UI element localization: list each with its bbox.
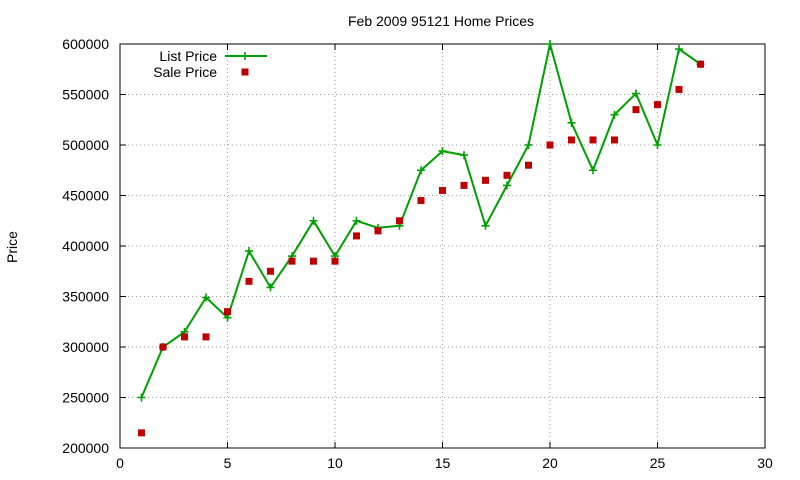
x-tick-label: 5 xyxy=(224,455,232,471)
list-price-point xyxy=(567,118,576,127)
list-price-point xyxy=(481,221,490,230)
x-tick-label: 10 xyxy=(327,455,343,471)
y-tick-label: 550000 xyxy=(62,87,109,103)
x-tick-label: 25 xyxy=(650,455,666,471)
list-price-point xyxy=(417,166,425,175)
series-line-list-price xyxy=(140,43,702,398)
sale-price-point xyxy=(310,257,317,265)
list-price-point xyxy=(266,283,275,292)
y-tick-label: 450000 xyxy=(62,188,109,204)
sale-price-point xyxy=(224,308,231,316)
sale-price-point xyxy=(568,136,575,144)
sale-price-point xyxy=(439,186,446,194)
sale-price-point xyxy=(374,227,382,235)
sale-price-point xyxy=(460,181,468,189)
sale-price-point xyxy=(202,333,210,341)
x-tick-label: 15 xyxy=(435,455,451,471)
y-tick-label: 250000 xyxy=(62,390,109,406)
sale-price-point xyxy=(288,257,296,265)
x-tick-label: 30 xyxy=(757,455,773,471)
legend-label-sale-price: Sale Price xyxy=(153,64,217,80)
sale-price-point xyxy=(245,277,253,285)
legend-marker-sale-price xyxy=(241,68,249,76)
y-tick-label: 350000 xyxy=(62,289,109,305)
y-tick-label: 500000 xyxy=(62,137,109,153)
y-tick-label: 200000 xyxy=(62,440,109,456)
legend-marker-list-price xyxy=(241,52,249,60)
sale-price-point xyxy=(525,161,532,169)
y-axis-label: Price xyxy=(4,231,20,263)
list-price-point xyxy=(245,247,253,256)
chart-title: Feb 2009 95121 Home Prices xyxy=(348,13,534,29)
list-price-point xyxy=(352,216,361,225)
sale-price-point xyxy=(697,60,704,68)
list-price-point xyxy=(524,141,533,149)
list-price-point xyxy=(309,216,318,225)
sale-price-point xyxy=(181,333,188,341)
sale-price-point xyxy=(159,343,167,351)
legend: List Price Sale Price xyxy=(153,48,267,80)
list-price-point xyxy=(438,147,447,156)
sale-price-point xyxy=(546,141,554,149)
list-price-point xyxy=(546,40,554,48)
list-price-point xyxy=(503,181,511,190)
list-price-point xyxy=(202,293,210,302)
sale-price-point xyxy=(353,232,360,240)
sale-price-point xyxy=(482,176,489,184)
sale-price-point xyxy=(331,257,339,265)
y-tick-label: 300000 xyxy=(62,339,109,355)
y-tick-label: 600000 xyxy=(62,36,109,52)
sale-price-point xyxy=(267,267,274,275)
sale-price-point xyxy=(632,106,640,114)
list-price-point xyxy=(632,89,640,98)
axis-ticks: 0 5 10 15 20 25 30 200000 250000 300000 350000 4000… xyxy=(62,36,773,471)
y-tick-label: 400000 xyxy=(62,238,109,254)
sale-price-point xyxy=(417,197,425,205)
x-tick-label: 0 xyxy=(116,455,124,471)
list-price-point xyxy=(589,166,597,175)
sale-price-point xyxy=(654,101,661,109)
list-price-point xyxy=(653,141,662,149)
list-price-point xyxy=(137,393,146,402)
sale-price-point xyxy=(611,136,618,144)
legend-label-list-price: List Price xyxy=(159,48,217,64)
sale-price-point xyxy=(675,85,683,93)
sale-price-point xyxy=(138,429,145,437)
sale-price-point xyxy=(589,136,597,144)
list-price-point xyxy=(610,110,619,119)
grid xyxy=(120,44,765,448)
series-layer xyxy=(137,40,705,437)
x-tick-label: 20 xyxy=(542,455,558,471)
sale-price-point xyxy=(503,171,511,179)
list-price-point xyxy=(460,151,468,160)
list-price-point xyxy=(675,45,683,54)
sale-price-point xyxy=(396,217,403,225)
